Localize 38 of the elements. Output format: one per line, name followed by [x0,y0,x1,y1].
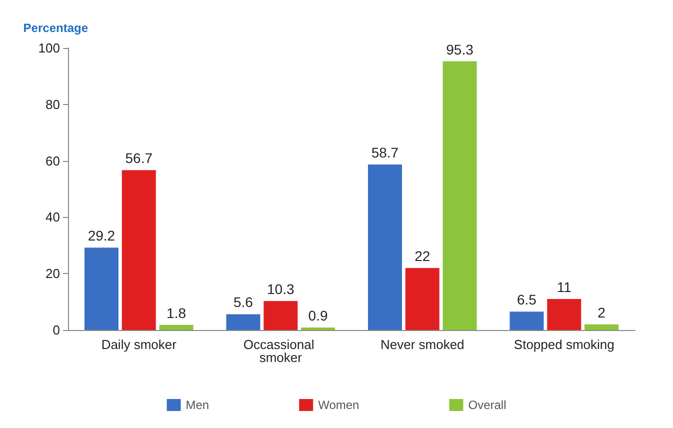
bar [122,170,156,330]
data-label: 29.2 [88,228,116,244]
legend-label: Overall [468,398,506,412]
y-tick-label: 60 [46,153,60,168]
bar [301,327,336,330]
x-tick-label: Daily smoker [101,337,178,352]
bar [368,164,402,330]
data-label: 1.8 [166,304,186,321]
data-label: 22 [414,248,430,264]
y-tick-label: 40 [46,210,60,225]
legend-label: Women [318,398,360,412]
bar [510,312,544,330]
y-tick-label: 0 [52,322,60,338]
bar [547,298,582,330]
legend-label: Men [186,398,210,412]
data-label: 5.6 [233,294,254,310]
data-label: 95.3 [446,41,474,58]
x-tick-label: Stopped smoking [514,337,614,352]
bar [159,324,194,330]
bar [264,300,298,330]
bar [226,314,260,330]
y-tick-label: 20 [46,266,60,282]
data-label: 11 [556,278,572,295]
data-label: 58.7 [371,144,399,160]
data-label: 6.5 [516,292,537,308]
y-tick-label: 80 [46,96,60,112]
bar [84,248,118,330]
data-label: 56.7 [125,150,153,166]
bar [442,61,477,330]
y-axis-title: Percentage [23,21,88,35]
data-label: 2 [598,304,606,320]
bar [584,324,619,330]
data-label: 10.3 [267,280,294,297]
data-label: 0.9 [308,307,328,324]
x-tick-label: Occassional smoker [243,337,318,365]
y-tick-label: 100 [38,40,60,56]
x-tick-label: Never smoked [380,337,464,352]
bar [405,268,440,330]
